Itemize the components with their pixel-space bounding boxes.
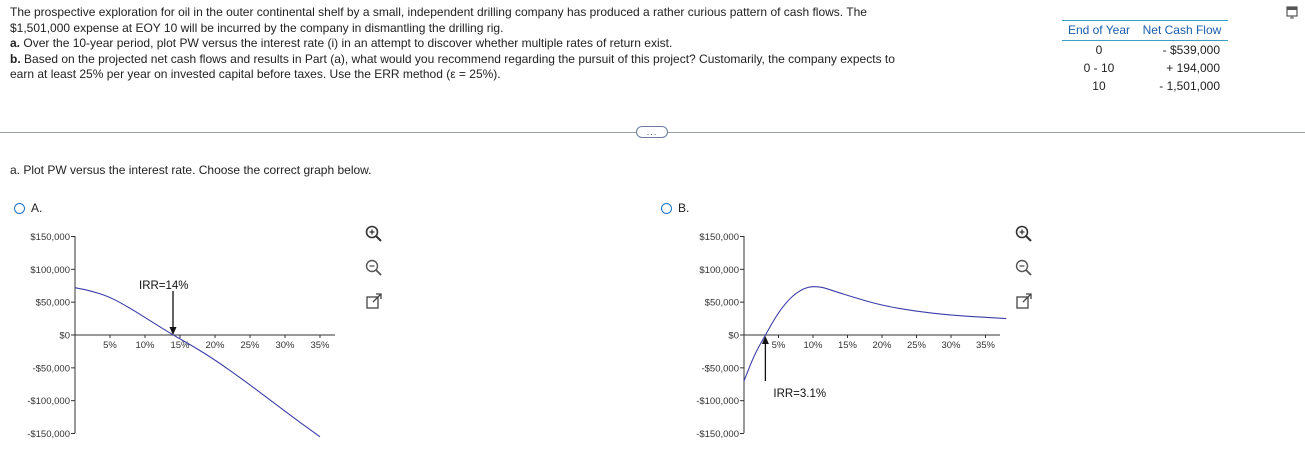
y-tick-label: -$100,000 — [27, 396, 70, 407]
popout-icon[interactable] — [1014, 292, 1034, 312]
irr-arrowhead — [761, 336, 769, 344]
y-tick-label: $50,000 — [36, 298, 70, 309]
pw-curve — [743, 286, 1007, 382]
problem-line-4: b. Based on the projected net cash flows… — [10, 52, 990, 68]
problem-line-2: $1,501,000 expense at EOY 10 will be inc… — [10, 20, 504, 35]
cash-flow-table: End of Year Net Cash Flow 0 - $539,000 0… — [1062, 20, 1228, 95]
y-tick-label: $150,000 — [30, 232, 70, 243]
expand-button[interactable]: ... — [636, 126, 668, 138]
zoom-in-icon[interactable] — [1014, 224, 1034, 244]
option-b[interactable]: B. — [661, 201, 689, 215]
problem-statement: The prospective exploration for oil in t… — [10, 5, 990, 83]
table-row: 0 - $539,000 — [1062, 41, 1228, 60]
radio-a[interactable] — [14, 202, 25, 214]
irr-label: IRR=3.1% — [773, 388, 826, 400]
y-tick-label: -$50,000 — [32, 363, 70, 374]
y-tick-label: -$100,000 — [696, 396, 739, 407]
x-tick-label: 5% — [772, 340, 786, 351]
year-cell: 0 - 10 — [1083, 61, 1115, 75]
year-cell: 10 — [1092, 79, 1106, 93]
y-tick-label: $100,000 — [30, 265, 70, 276]
y-tick-label: -$50,000 — [701, 363, 739, 374]
window-icon[interactable] — [1284, 4, 1300, 20]
x-tick-label: 20% — [205, 340, 225, 351]
flow-cell: + 194,000 — [1166, 61, 1220, 75]
part-a-text: Over the 10-year period, plot PW versus … — [23, 36, 673, 51]
flow-cell: - $539,000 — [1162, 43, 1220, 57]
option-a-label: A. — [31, 201, 43, 215]
y-tick-label: -$150,000 — [696, 429, 739, 440]
chart-a-svg: $150,000 $100,000 $50,000 $0 -$50,000 -$100,0… — [27, 232, 335, 440]
x-tick-label: 10% — [135, 340, 155, 351]
x-tick-label: 30% — [941, 340, 961, 351]
zoom-in-icon[interactable] — [364, 224, 384, 244]
table-row: 0 - 10 + 194,000 — [1062, 59, 1228, 77]
part-a-prompt: a. Plot PW versus the interest rate. Cho… — [10, 163, 372, 177]
x-tick-label: 10% — [803, 340, 823, 351]
y-tick-label: $100,000 — [699, 265, 739, 276]
pw-curve — [74, 287, 321, 438]
x-tick-label: 5% — [103, 340, 117, 351]
chart-option-b: $150,000 $100,000 $50,000 $0 -$50,000 -$100,0… — [660, 225, 1007, 450]
part-a-marker: a. — [10, 36, 21, 51]
irr-arrowhead — [169, 327, 177, 335]
y-tick-label: $0 — [728, 331, 739, 342]
irr-label: IRR=14% — [139, 280, 189, 292]
x-tick-label: 15% — [838, 340, 858, 351]
x-tick-label: 15% — [170, 340, 190, 351]
radio-b[interactable] — [661, 202, 672, 214]
option-a[interactable]: A. — [14, 201, 42, 215]
x-tick-label: 35% — [310, 340, 330, 351]
problem-line-3: a. Over the 10-year period, plot PW vers… — [10, 36, 990, 52]
problem-line-1: The prospective exploration for oil in t… — [10, 5, 867, 19]
y-tick-label: $150,000 — [699, 232, 739, 243]
table-row: 10 - 1,501,000 — [1062, 77, 1228, 95]
col-header-end-of-year: End of Year — [1062, 20, 1136, 41]
part-b-marker: b. — [10, 51, 21, 66]
y-tick-label: -$150,000 — [27, 429, 70, 440]
x-tick-label: 35% — [976, 340, 996, 351]
y-tick-label: $0 — [59, 331, 70, 342]
part-b-text: Based on the projected net cash flows an… — [24, 51, 895, 66]
zoom-out-icon[interactable] — [364, 258, 384, 278]
problem-line-5: earn at least 25% per year on invested c… — [10, 67, 501, 82]
x-tick-label: 30% — [275, 340, 295, 351]
x-tick-label: 25% — [240, 340, 260, 351]
y-tick-label: $50,000 — [705, 298, 739, 309]
col-header-net-cash-flow: Net Cash Flow — [1135, 20, 1228, 41]
x-tick-label: 25% — [907, 340, 927, 351]
zoom-out-icon[interactable] — [1014, 258, 1034, 278]
option-b-label: B. — [678, 201, 690, 215]
chart-option-a: $150,000 $100,000 $50,000 $0 -$50,000 -$100,0… — [12, 225, 352, 450]
flow-cell: - 1,501,000 — [1159, 79, 1220, 93]
popout-icon[interactable] — [364, 292, 384, 312]
x-tick-label: 20% — [872, 340, 892, 351]
chart-b-svg: $150,000 $100,000 $50,000 $0 -$50,000 -$100,0… — [696, 232, 1007, 440]
year-cell: 0 — [1095, 43, 1103, 57]
